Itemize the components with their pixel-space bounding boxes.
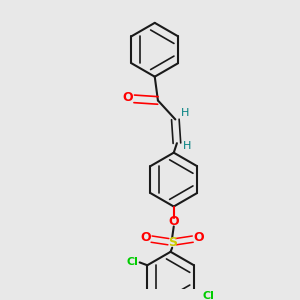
Text: Cl: Cl <box>203 291 215 300</box>
Text: O: O <box>168 215 179 228</box>
Text: O: O <box>194 231 204 244</box>
Text: S: S <box>168 236 177 249</box>
Text: H: H <box>181 108 189 118</box>
Text: O: O <box>122 92 133 104</box>
Text: O: O <box>140 231 151 244</box>
Text: H: H <box>183 141 191 151</box>
Text: Cl: Cl <box>127 257 138 267</box>
